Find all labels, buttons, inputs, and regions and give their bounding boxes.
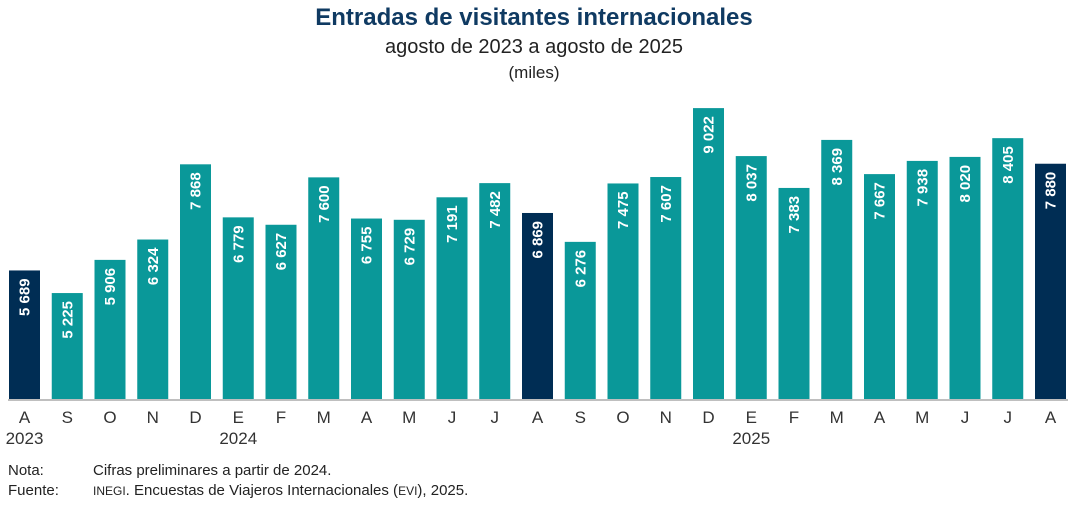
bar-value-label: 7 482 <box>487 191 504 229</box>
x-tick-label: F <box>789 408 799 427</box>
bar <box>265 224 297 399</box>
bar-value-label: 7 191 <box>444 205 461 243</box>
x-tick-label: S <box>575 408 586 427</box>
x-tick-label: E <box>233 408 244 427</box>
source-abbr: EVI <box>398 484 418 498</box>
x-tick-label: D <box>702 408 714 427</box>
chart-subtitle: agosto de 2023 a agosto de 2025 <box>384 36 684 58</box>
bar <box>992 138 1024 400</box>
year-label: 2025 <box>732 429 770 448</box>
bars-group: 5 689 5 225 5 906 6 324 7 868 6 779 6 627 7 600… <box>9 108 1066 400</box>
x-tick-label: O <box>616 408 629 427</box>
chart-unit: (miles) <box>508 63 560 82</box>
source-text: INEGI. Encuestas de Viajeros Internacion… <box>93 481 468 501</box>
x-tick-label: F <box>276 408 286 427</box>
bar-value-label: 5 906 <box>102 268 119 306</box>
bar-value-label: 7 600 <box>316 185 333 223</box>
x-tick-label: N <box>660 408 672 427</box>
bar-value-label: 7 667 <box>872 182 889 220</box>
bar-value-label: 8 405 <box>1000 146 1017 184</box>
bar-value-label: 5 689 <box>17 278 34 316</box>
bar <box>436 197 468 399</box>
source-text-part: . Encuestas de Viajeros Internacionales … <box>125 482 399 499</box>
bar-value-label: 5 225 <box>59 301 76 339</box>
bar <box>222 217 254 399</box>
x-tick-label: J <box>961 408 970 427</box>
x-tick-label: D <box>189 408 201 427</box>
x-tick-label: A <box>1045 408 1057 427</box>
x-tick-label: A <box>361 408 373 427</box>
x-tick-label: M <box>317 408 331 427</box>
source-key: Fuente: <box>8 482 59 499</box>
bar-value-label: 7 938 <box>914 169 931 207</box>
x-tick-labels: A S O N D E F M A M J J A S O N D E F M A M J J A 2023 2024 2025 <box>6 408 1057 448</box>
x-tick-label: A <box>19 408 31 427</box>
bar-value-label: 9 022 <box>701 116 718 154</box>
bar <box>735 156 767 399</box>
bar <box>351 218 382 399</box>
x-tick-label: J <box>448 408 457 427</box>
bar <box>778 187 810 399</box>
x-tick-label: N <box>147 408 159 427</box>
bar <box>9 270 40 399</box>
bar <box>94 259 126 399</box>
bar <box>180 164 211 399</box>
bar-value-label: 6 869 <box>530 221 547 259</box>
note-text: Cifras preliminares a partir de 2024. <box>93 462 332 479</box>
bar <box>522 212 553 399</box>
year-label: 2024 <box>219 429 257 448</box>
bar-value-label: 6 324 <box>145 247 162 285</box>
bar <box>906 160 938 399</box>
source-text-part: ), 2025. <box>417 482 469 499</box>
bar-value-label: 6 729 <box>401 228 418 266</box>
x-tick-label: J <box>491 408 500 427</box>
bar <box>607 183 639 399</box>
bar <box>650 177 682 399</box>
bar <box>693 108 724 399</box>
bar <box>51 293 83 399</box>
bar <box>393 219 425 399</box>
bar <box>564 241 596 399</box>
bar-value-label: 7 880 <box>1043 172 1060 210</box>
x-tick-label: J <box>1004 408 1013 427</box>
x-tick-label: E <box>746 408 757 427</box>
x-tick-label: O <box>103 408 116 427</box>
bar-value-label: 8 037 <box>743 164 760 202</box>
bar <box>308 177 340 399</box>
x-tick-label: A <box>874 408 886 427</box>
x-tick-label: M <box>402 408 416 427</box>
bar-value-label: 7 868 <box>188 172 205 210</box>
bar <box>821 139 853 400</box>
bar <box>949 156 981 399</box>
x-tick-label: M <box>830 408 844 427</box>
bar-value-label: 7 475 <box>615 191 632 229</box>
source-row: Fuente: INEGI. Encuestas de Viajeros Int… <box>8 481 468 501</box>
footnotes: Nota: Cifras preliminares a partir de 20… <box>8 461 468 501</box>
bar <box>137 239 169 399</box>
bar-value-label: 7 607 <box>658 185 675 223</box>
bar-value-label: 6 779 <box>230 225 247 263</box>
bar-value-label: 6 627 <box>273 233 290 271</box>
source-org: INEGI <box>93 484 126 498</box>
x-tick-label: M <box>915 408 929 427</box>
chart-title: Entradas de visitantes internacionales <box>315 4 753 31</box>
bar <box>864 174 895 399</box>
note-row: Nota: Cifras preliminares a partir de 20… <box>8 461 468 481</box>
bar-value-label: 8 020 <box>957 165 974 203</box>
year-label: 2023 <box>6 429 44 448</box>
bar-value-label: 7 383 <box>786 196 803 234</box>
bar-value-label: 6 755 <box>359 227 376 265</box>
x-tick-label: A <box>532 408 544 427</box>
bar-chart: 5 689 5 225 5 906 6 324 7 868 6 779 6 627 7 600… <box>6 108 1068 448</box>
bar <box>479 183 511 399</box>
bar-value-label: 6 276 <box>572 250 589 288</box>
note-key: Nota: <box>8 462 44 479</box>
bar-value-label: 8 369 <box>829 148 846 186</box>
bar <box>1035 163 1066 399</box>
x-tick-label: S <box>62 408 73 427</box>
